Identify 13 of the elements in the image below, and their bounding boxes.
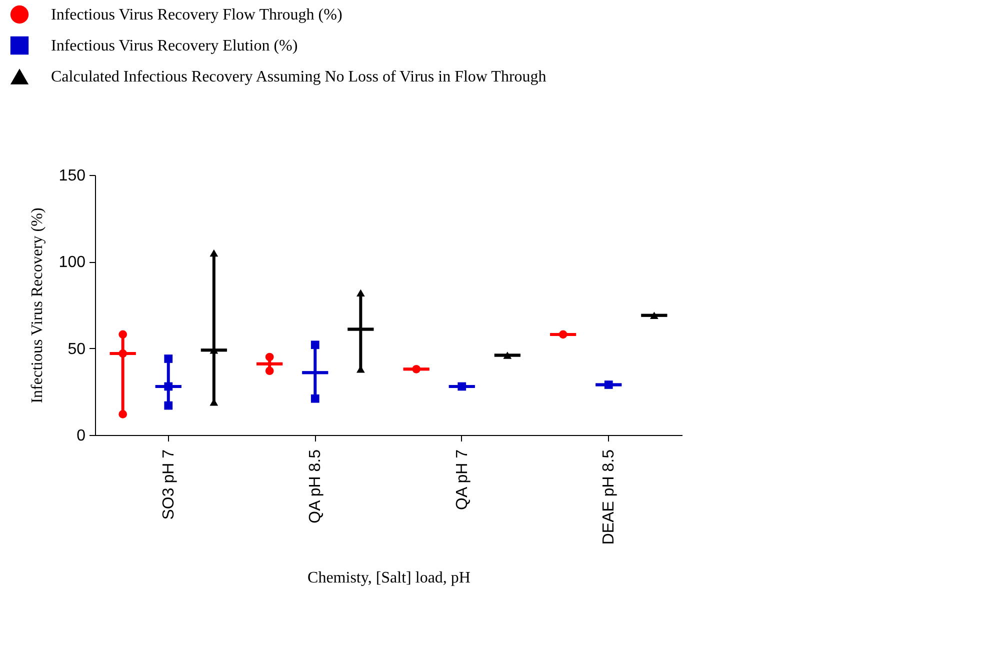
x-tick-label: QA pH 8.5: [307, 449, 324, 524]
y-tick-label: 0: [76, 428, 86, 444]
x-tick-label: DEAE pH 8.5: [600, 449, 618, 545]
y-tick-label: 50: [68, 340, 86, 358]
y-axis-title: Infectious Virus Recovery (%): [28, 208, 46, 404]
y-tick-label: 100: [58, 254, 86, 272]
x-axis-title: Chemisty, [Salt] load, pH: [308, 570, 471, 587]
legend-label: Calculated Infectious Recovery Assuming No Loss of Virus in Flow Through: [51, 68, 546, 86]
y-tick-label: 150: [58, 168, 86, 184]
x-tick-label: SO3 pH 7: [160, 449, 178, 520]
x-tick-label: QA pH 7: [454, 449, 471, 510]
legend-label: Infectious Virus Recovery Elution (%): [51, 38, 298, 54]
legend-label: Infectious Virus Recovery Flow Through (%): [51, 6, 342, 24]
